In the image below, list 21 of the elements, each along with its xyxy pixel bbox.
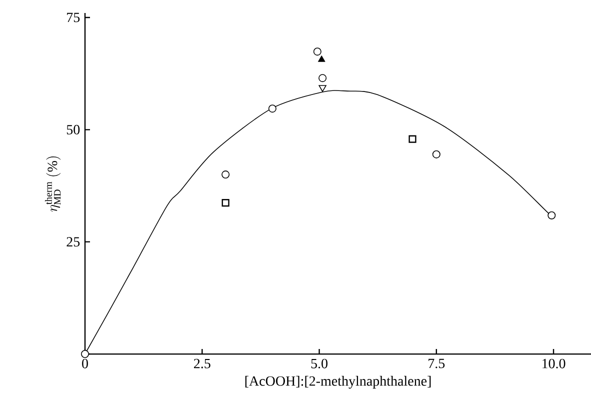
- x-tick-label: 10.0: [542, 358, 566, 368]
- x-tick-label: 2.5: [194, 358, 210, 368]
- x-tick-label: 5.0: [311, 358, 328, 368]
- point: [313, 48, 322, 56]
- point: [408, 135, 416, 143]
- point: [318, 74, 327, 82]
- point: [222, 198, 230, 207]
- x-tick-label: 7.5: [428, 358, 445, 368]
- point: [318, 85, 326, 92]
- x-tick-label: 0: [82, 358, 88, 368]
- point: [222, 170, 230, 179]
- point: [318, 55, 326, 62]
- x-axis-title: [AcOOH]:[2-methylnaphthalene]: [245, 376, 431, 389]
- y-tick-label: 75: [67, 12, 80, 22]
- y-tick-label: 25: [66, 237, 80, 247]
- y-axis-title: $\eta^{\mathrm{therm}}_{\mathrm{MD}}\ (\%)$: [44, 156, 61, 212]
- point: [268, 104, 276, 113]
- y-tick-label: 50: [66, 124, 80, 134]
- point: [81, 350, 89, 358]
- point: [548, 211, 556, 220]
- point: [432, 150, 440, 158]
